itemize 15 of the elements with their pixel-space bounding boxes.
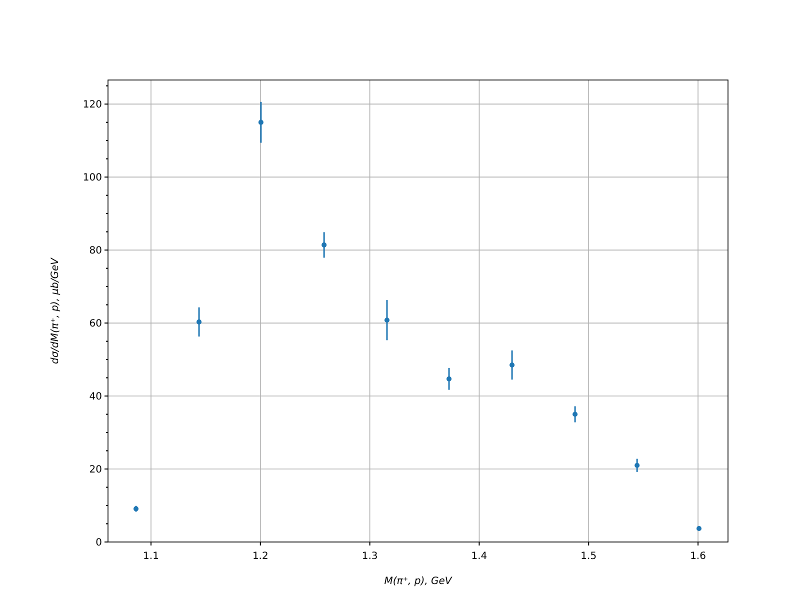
y-tick-label: 80: [89, 246, 102, 257]
y-axis-title: dσ/dM(π⁺, p), μb/GeV: [50, 256, 61, 364]
y-tick-label: 0: [96, 538, 102, 548]
x-tick-label: 1.4: [471, 551, 488, 562]
y-tick-label: 120: [82, 100, 102, 111]
x-tick-label: 1.1: [143, 551, 159, 562]
x-tick-label: 1.3: [362, 551, 378, 562]
x-tick-label: 1.2: [252, 551, 268, 562]
y-tick-label: 60: [89, 318, 102, 330]
y-tick-label: 40: [89, 392, 102, 403]
y-tick-label: 100: [82, 172, 102, 184]
x-tick-label: 1.5: [580, 551, 597, 562]
y-tick-label: 20: [89, 464, 102, 476]
x-axis-title: M(π⁺, p), GeV: [384, 576, 453, 587]
x-tick-label: 1.6: [690, 551, 706, 562]
